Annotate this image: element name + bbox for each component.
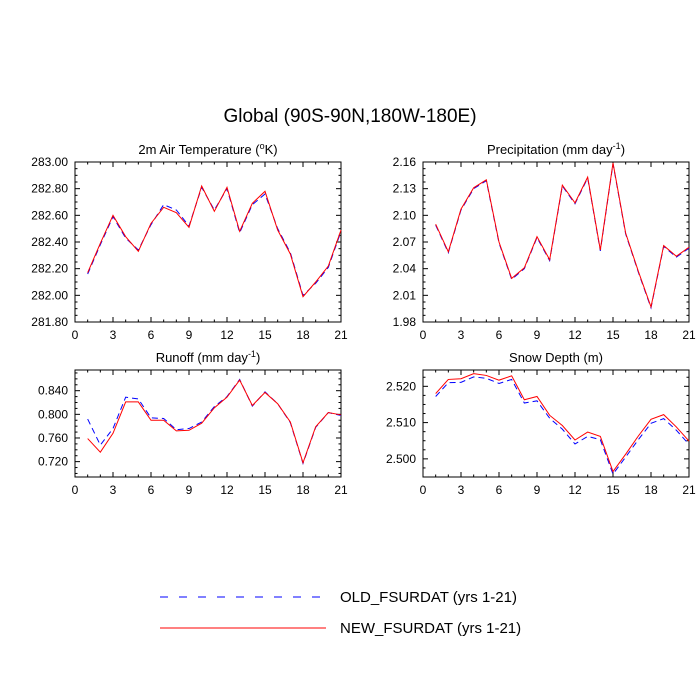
y-tick-label: 281.80 bbox=[31, 315, 68, 329]
x-tick-label: 12 bbox=[220, 328, 234, 342]
series-line-new bbox=[435, 373, 690, 473]
y-tick-label: 0.800 bbox=[38, 407, 68, 421]
x-tick-label: 9 bbox=[186, 328, 193, 342]
series-line-new bbox=[87, 184, 342, 298]
x-tick-label: 9 bbox=[534, 483, 541, 497]
y-tick-label: 2.07 bbox=[393, 235, 417, 249]
chart-title: Precipitation (mm day-1) bbox=[487, 141, 625, 157]
x-tick-label: 9 bbox=[534, 328, 541, 342]
plot-frame bbox=[74, 369, 342, 478]
y-tick-label: 0.720 bbox=[38, 455, 68, 469]
legend-label-old: OLD_FSURDAT (yrs 1-21) bbox=[340, 589, 517, 606]
x-tick-label: 9 bbox=[186, 483, 193, 497]
series-line-new bbox=[435, 162, 690, 309]
series-line-new bbox=[87, 379, 342, 465]
y-tick-label: 0.760 bbox=[38, 431, 68, 445]
y-tick-label: 282.20 bbox=[31, 262, 68, 276]
legend: OLD_FSURDAT (yrs 1-21) NEW_FSURDAT (yrs 1… bbox=[160, 589, 521, 637]
x-tick-label: 18 bbox=[644, 328, 658, 342]
x-tick-label: 3 bbox=[458, 328, 465, 342]
chart-title: Snow Depth (m) bbox=[509, 350, 603, 365]
x-tick-label: 21 bbox=[334, 328, 348, 342]
chart-panel-4: Snow Depth (m) 0 3 6 9 12 15 18 21 2.500 2.510 2.52… bbox=[386, 350, 696, 497]
plot-frame bbox=[422, 369, 690, 478]
plot-frame bbox=[422, 161, 690, 323]
y-tick-label: 2.16 bbox=[393, 155, 417, 169]
x-tick-label: 6 bbox=[148, 328, 155, 342]
x-tick-label: 0 bbox=[420, 328, 427, 342]
x-tick-label: 15 bbox=[258, 483, 272, 497]
chart-title: 2m Air Temperature (oK) bbox=[138, 141, 277, 157]
x-tick-label: 12 bbox=[568, 328, 582, 342]
chart-title: Runoff (mm day-1) bbox=[156, 349, 261, 365]
x-tick-label: 12 bbox=[220, 483, 234, 497]
x-tick-label: 21 bbox=[334, 483, 348, 497]
chart-panel-3: Runoff (mm day-1) 0 3 6 9 12 15 18 21 0.720 0.760 0… bbox=[38, 349, 348, 497]
y-tick-label: 2.10 bbox=[393, 208, 417, 222]
x-tick-label: 15 bbox=[258, 328, 272, 342]
x-tick-label: 6 bbox=[496, 328, 503, 342]
series-line-old bbox=[87, 378, 342, 465]
y-tick-label: 282.00 bbox=[31, 288, 68, 302]
x-tick-label: 18 bbox=[296, 328, 310, 342]
legend-label-new: NEW_FSURDAT (yrs 1-21) bbox=[340, 620, 521, 637]
x-tick-label: 0 bbox=[72, 483, 79, 497]
x-tick-label: 21 bbox=[682, 328, 696, 342]
x-tick-label: 15 bbox=[606, 328, 620, 342]
y-tick-label: 2.13 bbox=[393, 182, 417, 196]
series-line-old bbox=[87, 186, 342, 297]
series-line-old bbox=[435, 163, 690, 310]
x-tick-label: 12 bbox=[568, 483, 582, 497]
y-tick-label: 2.01 bbox=[393, 288, 417, 302]
x-tick-label: 3 bbox=[110, 328, 117, 342]
x-tick-label: 18 bbox=[644, 483, 658, 497]
x-tick-label: 0 bbox=[72, 328, 79, 342]
y-tick-label: 282.40 bbox=[31, 235, 68, 249]
x-tick-label: 15 bbox=[606, 483, 620, 497]
chart-panel-2: Precipitation (mm day-1) 0 3 6 9 12 15 18 21 1.98… bbox=[393, 141, 696, 342]
y-tick-label: 283.00 bbox=[31, 155, 68, 169]
x-tick-label: 6 bbox=[496, 483, 503, 497]
x-tick-label: 0 bbox=[420, 483, 427, 497]
y-tick-label: 282.80 bbox=[31, 182, 68, 196]
x-tick-label: 21 bbox=[682, 483, 696, 497]
chart-panel-1: 2m Air Temperature (oK) 0 3 6 9 12 15 18 21 281.8… bbox=[31, 141, 348, 342]
y-tick-label: 1.98 bbox=[393, 315, 417, 329]
plot-frame bbox=[74, 161, 342, 323]
series-line-old bbox=[435, 376, 690, 476]
y-tick-label: 2.500 bbox=[386, 452, 416, 466]
page-title: Global (90S-90N,180W-180E) bbox=[223, 106, 477, 127]
y-tick-label: 2.510 bbox=[386, 416, 416, 430]
y-tick-label: 0.840 bbox=[38, 384, 68, 398]
y-tick-label: 2.04 bbox=[393, 262, 417, 276]
x-tick-label: 3 bbox=[458, 483, 465, 497]
y-tick-label: 2.520 bbox=[386, 379, 416, 393]
y-tick-label: 282.60 bbox=[31, 208, 68, 222]
x-tick-label: 18 bbox=[296, 483, 310, 497]
x-tick-label: 6 bbox=[148, 483, 155, 497]
x-tick-label: 3 bbox=[110, 483, 117, 497]
